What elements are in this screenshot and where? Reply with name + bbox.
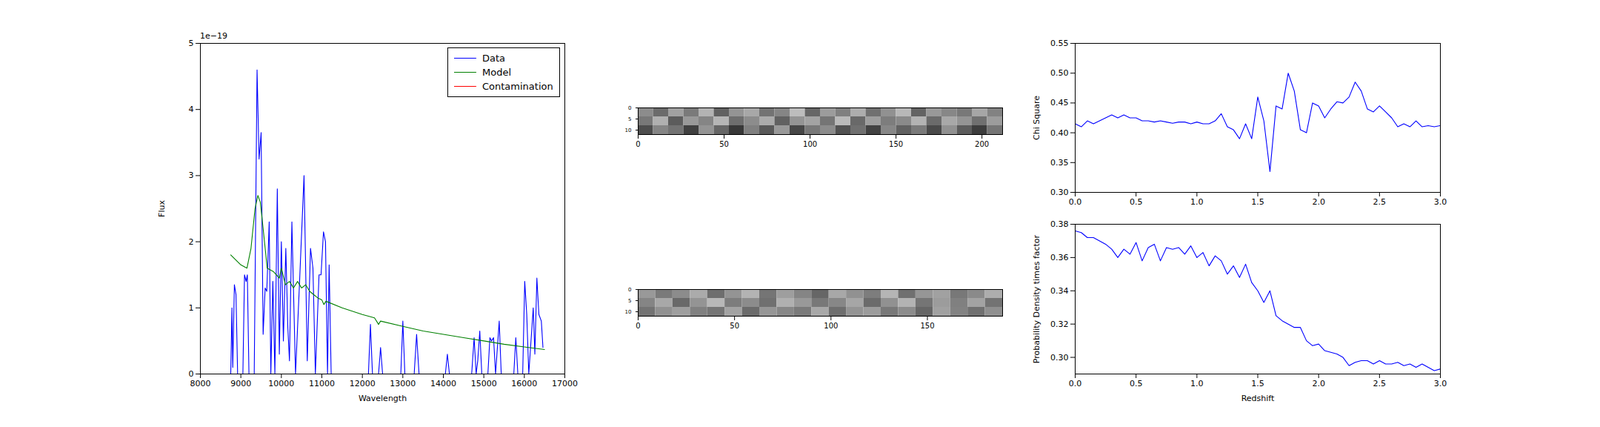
- svg-text:15000: 15000: [471, 378, 498, 389]
- svg-text:2.5: 2.5: [1373, 197, 1387, 207]
- html-text:Model: Model: [482, 66, 512, 78]
- svg-text:0.50: 0.50: [1050, 68, 1069, 78]
- svg-text:16000: 16000: [511, 378, 538, 389]
- svg-text:10000: 10000: [268, 378, 295, 389]
- svg-text:1.0: 1.0: [1190, 378, 1204, 389]
- svg-text:0.38: 0.38: [1050, 219, 1069, 229]
- svg-text:0.40: 0.40: [1050, 128, 1069, 138]
- svg-text:0: 0: [628, 105, 632, 112]
- svg-text:200: 200: [974, 140, 989, 149]
- svg-text:1.0: 1.0: [1190, 197, 1204, 207]
- svg-text:3: 3: [188, 170, 195, 180]
- svg-text:0: 0: [635, 140, 640, 149]
- svg-text:0.30: 0.30: [1050, 187, 1069, 198]
- svg-text:0.35: 0.35: [1050, 157, 1069, 168]
- svg-text:12000: 12000: [349, 378, 376, 389]
- svg-text:0.30: 0.30: [1050, 352, 1069, 363]
- svg-text:17000: 17000: [551, 378, 578, 389]
- svg-text:Redshift: Redshift: [1241, 393, 1275, 403]
- svg-text:2.5: 2.5: [1373, 378, 1387, 389]
- svg-text:3.0: 3.0: [1434, 378, 1448, 389]
- svg-text:0.0: 0.0: [1068, 197, 1083, 207]
- svg-text:10: 10: [625, 308, 632, 315]
- svg-text:50: 50: [729, 321, 740, 330]
- svg-text:14000: 14000: [430, 378, 457, 389]
- svg-text:5: 5: [628, 116, 632, 123]
- svg-text:0.45: 0.45: [1050, 97, 1069, 108]
- svg-text:150: 150: [888, 140, 903, 149]
- svg-text:3.0: 3.0: [1434, 197, 1448, 207]
- svg-text:0.5: 0.5: [1129, 197, 1143, 207]
- svg-text:4: 4: [188, 104, 195, 115]
- svg-text:1: 1: [188, 302, 195, 313]
- svg-text:2.0: 2.0: [1311, 197, 1326, 207]
- svg-text:2.0: 2.0: [1311, 378, 1326, 389]
- svg-text:5: 5: [628, 297, 632, 304]
- svg-text:2: 2: [188, 237, 195, 247]
- svg-text:1.5: 1.5: [1251, 197, 1265, 207]
- html-text:1e−19: 1e−19: [200, 31, 228, 41]
- html-text:Data: Data: [482, 52, 506, 64]
- svg-text:0: 0: [188, 368, 195, 379]
- svg-text:50: 50: [719, 140, 729, 149]
- svg-text:Flux: Flux: [157, 200, 167, 218]
- svg-text:1.5: 1.5: [1251, 378, 1265, 389]
- svg-text:0: 0: [628, 286, 632, 293]
- svg-text:10: 10: [625, 127, 632, 134]
- svg-text:5: 5: [188, 38, 195, 49]
- svg-text:100: 100: [823, 321, 838, 330]
- svg-text:11000: 11000: [308, 378, 335, 389]
- svg-text:100: 100: [802, 140, 818, 149]
- svg-text:0.55: 0.55: [1050, 38, 1069, 49]
- svg-text:0.34: 0.34: [1050, 285, 1069, 296]
- svg-text:Chi Square: Chi Square: [1031, 95, 1042, 140]
- svg-text:0.36: 0.36: [1050, 252, 1069, 263]
- svg-text:13000: 13000: [389, 378, 416, 389]
- svg-text:0.32: 0.32: [1050, 319, 1069, 329]
- svg-text:0.5: 0.5: [1129, 378, 1143, 389]
- svg-text:0: 0: [635, 321, 640, 330]
- svg-text:150: 150: [920, 321, 935, 330]
- svg-text:Wavelength: Wavelength: [358, 393, 407, 403]
- html-text:Contamination: Contamination: [482, 80, 554, 92]
- svg-text:8000: 8000: [190, 378, 212, 389]
- svg-text:9000: 9000: [230, 378, 252, 389]
- svg-text:0.0: 0.0: [1068, 378, 1083, 389]
- svg-text:Probability Density times fact: Probability Density times factor: [1031, 234, 1042, 363]
